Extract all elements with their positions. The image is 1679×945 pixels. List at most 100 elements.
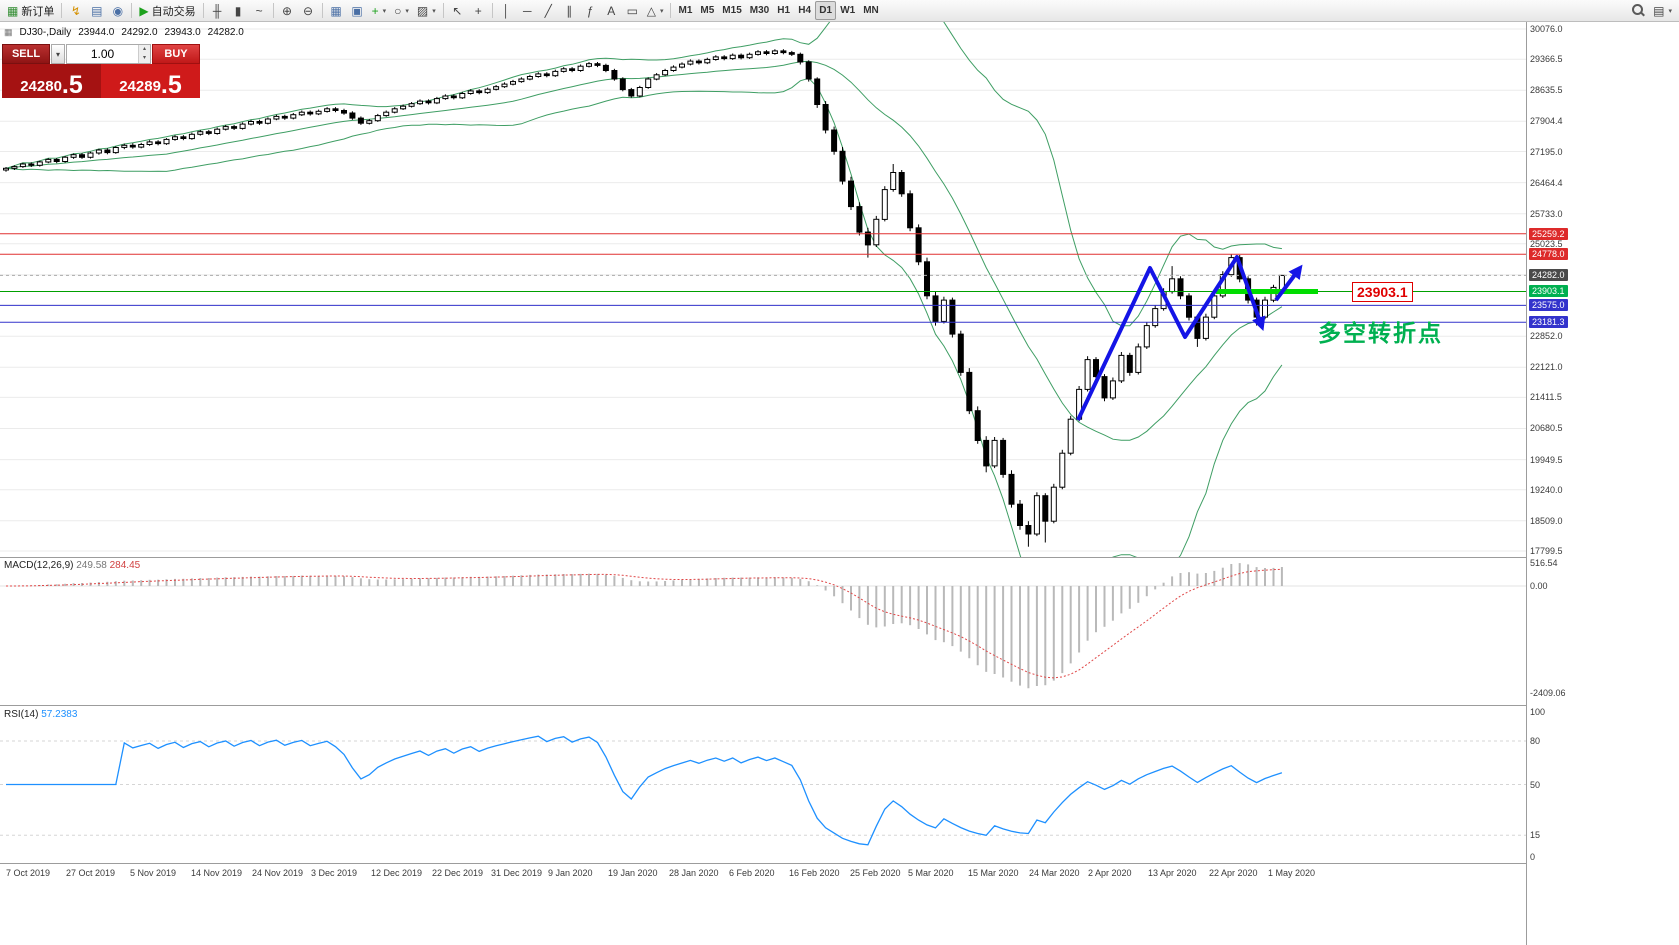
buy-price-display[interactable]: 24289.5 xyxy=(101,64,200,98)
crosshair-button[interactable]: + xyxy=(468,1,489,20)
shapes-button[interactable]: △ ▾ xyxy=(643,1,668,20)
order-type-dropdown[interactable]: ▾ xyxy=(51,44,65,64)
new-order-button[interactable]: ▦ 新订单 xyxy=(3,1,58,20)
charts-button[interactable]: ↯ xyxy=(65,1,86,20)
fibonacci-button[interactable]: ƒ xyxy=(580,1,601,20)
date-label: 16 Feb 2020 xyxy=(789,868,840,878)
price-gridlines xyxy=(0,28,1527,552)
buy-button[interactable]: BUY xyxy=(152,44,200,64)
channel-button-icon: ∥ xyxy=(566,3,573,18)
one-click-trading-panel: SELL ▾ ▴ ▾ BUY 24280.5 24289.5 xyxy=(2,44,200,98)
caret-down-icon: ▾ xyxy=(405,7,409,15)
spin-down-icon[interactable]: ▾ xyxy=(139,54,150,63)
text-label-button[interactable]: ▭ xyxy=(622,1,643,20)
buy-price-pips: .5 xyxy=(160,71,182,99)
main-chart-canvas[interactable] xyxy=(0,22,1527,557)
price-axis[interactable]: 30076.0 29366.5 28635.5 27904.4 27195.0 26464… xyxy=(1527,22,1679,945)
volume-input[interactable] xyxy=(67,45,138,63)
timeframe-d1-button[interactable]: D1 xyxy=(815,1,837,20)
macd-axis-label: -2409.06 xyxy=(1530,688,1566,698)
window-layout-button[interactable]: ▤ ▾ xyxy=(1649,1,1676,20)
line-chart-button-icon: ~ xyxy=(255,3,263,18)
tile-windows-button-icon: ▦ xyxy=(330,3,342,18)
sell-price-value: 24280 xyxy=(20,78,62,95)
price-axis-label: 21411.5 xyxy=(1530,392,1562,402)
toolbar-separator xyxy=(131,3,133,18)
chart-symbol-period: DJ30-,Daily xyxy=(19,27,72,38)
date-label: 19 Jan 2020 xyxy=(608,868,658,878)
panel-separator[interactable] xyxy=(0,557,1679,558)
zoom-out-button-icon: ⊖ xyxy=(303,3,314,18)
timeframe-w1-button[interactable]: W1 xyxy=(836,1,859,20)
zigzag-annotation xyxy=(1076,255,1266,421)
cursor-button[interactable]: ↖ xyxy=(447,1,468,20)
search-button[interactable] xyxy=(1628,1,1649,20)
chart-tab-icon: ▦ xyxy=(4,27,13,37)
price-axis-label: 27195.0 xyxy=(1530,147,1563,157)
price-axis-label: 19949.5 xyxy=(1530,455,1563,465)
arrange-windows-button[interactable]: ▣ xyxy=(347,1,368,20)
timeframe-h4-button-label: H4 xyxy=(798,5,812,16)
new-chart-button[interactable]: + ▾ xyxy=(368,1,391,20)
period-button-icon: ○ xyxy=(394,3,402,18)
data-window-button[interactable]: ◉ xyxy=(107,1,128,20)
channel-button[interactable]: ∥ xyxy=(559,1,580,20)
bar-chart-button-icon: ╫ xyxy=(212,3,222,18)
panel-separator[interactable] xyxy=(0,705,1679,706)
toolbar-separator xyxy=(321,3,323,18)
sell-button[interactable]: SELL xyxy=(2,44,50,64)
date-label: 7 Oct 2019 xyxy=(6,868,51,878)
sell-price-display[interactable]: 24280.5 xyxy=(2,64,101,98)
chart-low-value: 23943.0 xyxy=(164,27,201,38)
bar-chart-button[interactable]: ╫ xyxy=(207,1,228,20)
vertical-line-button[interactable]: │ xyxy=(496,1,517,20)
zoom-out-button[interactable]: ⊖ xyxy=(298,1,319,20)
toolbar-separator xyxy=(202,3,204,18)
timeframe-m5-button[interactable]: M5 xyxy=(696,1,718,20)
new-order-button-icon: ▦ xyxy=(7,3,19,18)
timeframe-m1-button[interactable]: M1 xyxy=(674,1,696,20)
autotrade-button-icon: ▶ xyxy=(139,3,149,18)
turning-point-annotation: 多空转折点 xyxy=(1318,320,1443,346)
spin-up-icon[interactable]: ▴ xyxy=(139,45,150,54)
chart-high-value: 24292.0 xyxy=(121,27,158,38)
price-axis-label: 22852.0 xyxy=(1530,331,1563,341)
macd-main-value: 249.58 xyxy=(76,560,107,571)
date-label: 24 Nov 2019 xyxy=(252,868,304,878)
timeframe-m30-button[interactable]: M30 xyxy=(746,1,773,20)
timeframe-h1-button[interactable]: H1 xyxy=(773,1,794,20)
horizontal-line-button[interactable]: ─ xyxy=(517,1,538,20)
text-button-icon: A xyxy=(607,3,616,18)
autotrade-button[interactable]: ▶ 自动交易 xyxy=(135,1,199,20)
date-label: 25 Feb 2020 xyxy=(850,868,901,878)
volume-spinner[interactable]: ▴ ▾ xyxy=(138,45,150,63)
panel-separator xyxy=(0,863,1679,864)
timeframe-mn-button[interactable]: MN xyxy=(859,1,883,20)
time-axis[interactable]: 7 Oct 2019 27 Oct 2019 5 Nov 2019 14 Nov 20… xyxy=(0,865,1527,945)
trendline-button[interactable]: ╱ xyxy=(538,1,559,20)
macd-canvas[interactable] xyxy=(0,558,1527,705)
line-chart-button[interactable]: ~ xyxy=(249,1,270,20)
tile-windows-button[interactable]: ▦ xyxy=(326,1,347,20)
caret-down-icon: ▾ xyxy=(1668,7,1672,15)
toolbar-separator xyxy=(61,3,63,18)
price-axis-label: 25023.5 xyxy=(1530,239,1563,249)
chart-open-value: 23944.0 xyxy=(78,27,115,38)
rsi-value: 57.2383 xyxy=(41,709,78,720)
macd-signal-value: 284.45 xyxy=(109,560,141,571)
templates-button[interactable]: ▨ ▾ xyxy=(413,1,440,20)
candlestick-chart-button[interactable]: ▮ xyxy=(228,1,249,20)
zoom-in-button[interactable]: ⊕ xyxy=(277,1,298,20)
profiles-button[interactable]: ▤ xyxy=(86,1,107,20)
date-label: 1 May 2020 xyxy=(1268,868,1316,878)
toolbar-separator xyxy=(491,3,493,18)
toolbar-right: ▤ ▾ xyxy=(1628,1,1676,20)
timeframe-m15-button[interactable]: M15 xyxy=(718,1,745,20)
period-button[interactable]: ○ ▾ xyxy=(390,1,413,20)
macd-signal-line xyxy=(6,568,1282,679)
toolbar-separator xyxy=(670,3,672,18)
timeframe-h4-button[interactable]: H4 xyxy=(794,1,815,20)
text-button[interactable]: A xyxy=(601,1,622,20)
rsi-canvas[interactable] xyxy=(0,706,1527,863)
